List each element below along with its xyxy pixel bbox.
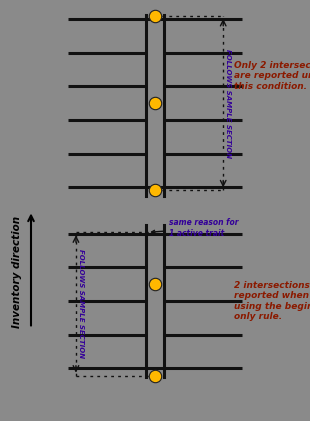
Point	[153, 281, 157, 288]
Text: Only 2 intersections
are reported under
this condition.: Only 2 intersections are reported under …	[234, 61, 310, 91]
Point	[153, 187, 157, 194]
Point	[153, 13, 157, 19]
Point	[153, 100, 157, 107]
Text: same reason for
1 active trait: same reason for 1 active trait	[152, 218, 238, 238]
Text: FOLLOWS SAMPLE SECTION: FOLLOWS SAMPLE SECTION	[78, 249, 84, 359]
Text: 2 intersections are
reported when
using the beginning
only rule.: 2 intersections are reported when using …	[234, 281, 310, 321]
Point	[153, 372, 157, 379]
Text: Inventory direction: Inventory direction	[12, 216, 22, 328]
Text: FOLLOWS SAMPLE SECTION: FOLLOWS SAMPLE SECTION	[225, 48, 231, 158]
